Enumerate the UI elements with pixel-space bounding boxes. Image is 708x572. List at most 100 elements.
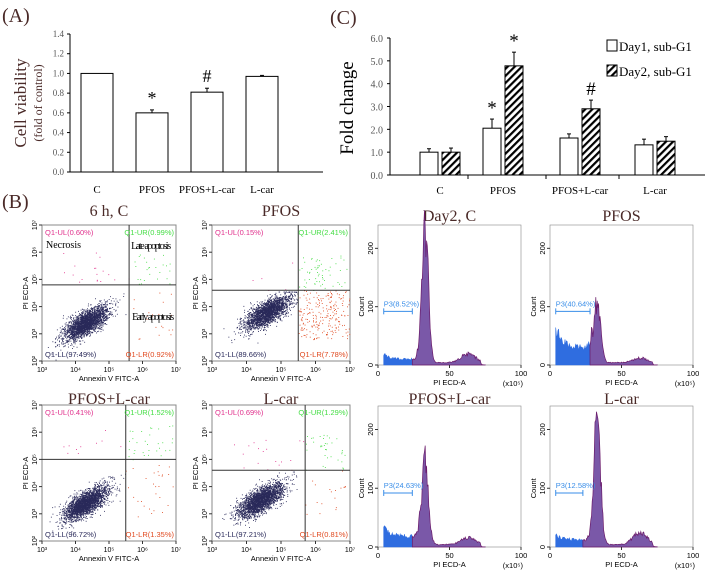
event-dot (330, 330, 332, 332)
event-dot (92, 309, 93, 311)
event-dot (245, 316, 247, 318)
event-dot (103, 314, 105, 316)
event-dot (77, 329, 79, 330)
event-dot (79, 328, 80, 330)
event-dot (85, 325, 86, 327)
event-dot (78, 337, 80, 339)
event-dot (56, 336, 57, 338)
event-dot (102, 308, 104, 310)
event-dot (74, 339, 76, 341)
event-dot (87, 314, 89, 316)
event-dot (300, 329, 302, 331)
event-dot (309, 312, 311, 313)
event-dot (334, 324, 336, 326)
event-dot (99, 326, 101, 327)
event-dot (93, 307, 94, 309)
event-dot (82, 322, 84, 324)
event-dot (83, 309, 85, 311)
event-dot (87, 321, 89, 323)
event-dot (108, 313, 110, 314)
event-dot (315, 321, 317, 323)
event-dot (71, 314, 73, 316)
event-dot (81, 333, 83, 335)
event-dot (97, 322, 99, 324)
event-dot (240, 319, 242, 321)
event-dot (82, 325, 83, 327)
event-dot (157, 278, 158, 280)
event-dot (80, 321, 82, 323)
event-dot (261, 317, 263, 319)
plot-frame (211, 224, 351, 362)
event-dot (102, 324, 104, 326)
event-dot (87, 328, 88, 329)
event-dot (70, 325, 71, 327)
event-dot (248, 338, 250, 340)
event-dot (93, 307, 95, 309)
event-dot (91, 325, 92, 326)
event-dot (328, 329, 330, 330)
event-dot (262, 301, 264, 303)
event-dot (85, 311, 86, 313)
event-dot (86, 324, 88, 326)
event-dot (100, 309, 102, 311)
event-dot (73, 327, 75, 329)
event-dot (289, 307, 290, 309)
event-dot (90, 319, 91, 321)
event-dot (254, 320, 255, 321)
quadrant-lr-label: Q1-LR(0.92%) (126, 350, 175, 359)
event-dot (89, 322, 91, 323)
event-dot (329, 297, 331, 298)
event-dot (55, 359, 57, 361)
event-dot (54, 342, 56, 344)
event-dot (62, 340, 63, 341)
event-dot (285, 310, 286, 312)
event-dot (85, 317, 87, 318)
event-dot (61, 342, 62, 344)
event-dot (329, 318, 331, 319)
event-dot (251, 319, 252, 321)
event-dot (70, 321, 72, 323)
event-dot (103, 312, 105, 314)
y-tick-label: 0.0 (371, 171, 384, 182)
event-dot (270, 321, 272, 323)
event-dot (80, 324, 82, 326)
event-dot (240, 335, 241, 336)
event-dot (114, 279, 116, 281)
event-dot (88, 318, 89, 320)
event-dot (102, 315, 104, 317)
x-tick-label: C (436, 185, 443, 197)
event-dot (275, 298, 276, 299)
event-dot (88, 330, 90, 331)
event-dot (93, 327, 95, 329)
event-dot (92, 320, 94, 322)
event-dot (89, 329, 91, 330)
event-dot (308, 279, 310, 280)
event-dot (74, 321, 76, 323)
event-dot (278, 314, 280, 316)
event-dot (97, 320, 99, 321)
event-dot (67, 331, 69, 332)
event-dot (95, 309, 97, 311)
event-dot (278, 310, 280, 311)
event-dot (82, 328, 83, 330)
event-dot (299, 286, 301, 288)
event-dot (260, 309, 262, 311)
event-dot (85, 317, 87, 319)
event-dot (270, 318, 272, 320)
event-dot (257, 308, 258, 310)
event-dot (106, 319, 108, 321)
event-dot (284, 305, 286, 307)
event-dot (78, 331, 80, 332)
event-dot (284, 296, 286, 298)
event-dot (73, 340, 75, 342)
event-dot (104, 313, 106, 315)
event-dot (348, 304, 350, 306)
event-dot (74, 330, 76, 332)
event-dot (309, 320, 310, 322)
event-dot (250, 323, 252, 324)
event-dot (76, 324, 77, 326)
event-dot (70, 340, 72, 342)
event-dot (76, 327, 78, 329)
event-dot (321, 275, 323, 276)
event-dot (93, 323, 95, 325)
